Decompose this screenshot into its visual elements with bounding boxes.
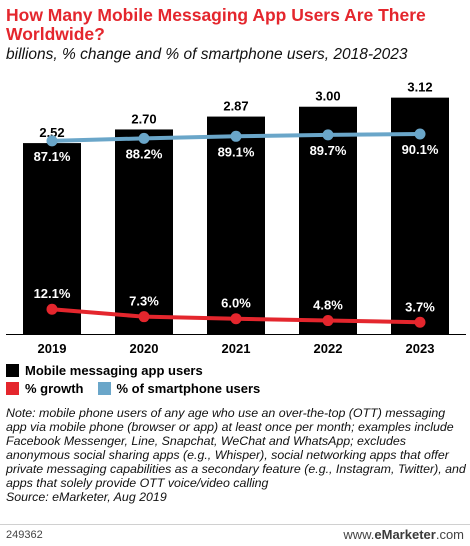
growth-label-2021: 6.0% [221, 296, 251, 311]
smartphone-label-2021: 89.1% [218, 144, 255, 159]
smartphone-point-2022 [322, 129, 334, 141]
chart-plot: 2.52 2.70 2.87 3.00 3.12 2019 2020 2021 2022 2023… [6, 80, 466, 356]
smartphone-point-2021 [230, 130, 242, 142]
footer-divider [0, 524, 470, 525]
legend-swatch-users [6, 363, 19, 377]
smartphone-label-2022: 89.7% [310, 143, 347, 158]
x-tick-label-2022: 2022 [314, 341, 343, 356]
growth-point-2021 [230, 313, 242, 325]
bar-label-2019: 2.52 [39, 125, 64, 140]
bar-2022 [299, 106, 357, 335]
growth-label-2019: 12.1% [34, 286, 71, 301]
x-tick-label-2021: 2021 [222, 341, 251, 356]
smartphone-point-2023 [414, 128, 426, 140]
legend-item-users: Mobile messaging app users [6, 363, 203, 378]
bar-label-2020: 2.70 [131, 111, 156, 126]
chart-title: How Many Mobile Messaging App Users Are … [6, 5, 426, 44]
smartphone-point-2020 [138, 132, 150, 144]
legend-label-users: Mobile messaging app users [25, 362, 203, 378]
legend-swatch-smartphone [97, 381, 111, 395]
legend-swatch-growth [6, 381, 19, 395]
x-tick-label-2019: 2019 [38, 341, 67, 356]
growth-label-2020: 7.3% [129, 294, 159, 309]
x-tick-label-2020: 2020 [130, 341, 159, 356]
brand-name: eMarketer [374, 527, 436, 542]
source-text: Source: eMarketer, Aug 2019 [6, 490, 167, 504]
bar-label-2023: 3.12 [407, 80, 432, 95]
note-text: Note: mobile phone users of any age who … [6, 406, 466, 490]
smartphone-label-2020: 88.2% [126, 146, 163, 161]
growth-label-2023: 3.7% [405, 299, 435, 314]
brand-link[interactable]: www.eMarketer.com [343, 527, 464, 542]
growth-point-2019 [46, 303, 58, 315]
brand-prefix: www. [343, 527, 375, 542]
growth-point-2023 [414, 316, 426, 328]
smartphone-point-2019 [46, 135, 58, 147]
growth-point-2022 [322, 315, 334, 327]
legend-label-smartphone: % of smartphone users [116, 380, 261, 396]
smartphone-label-2019: 87.1% [34, 149, 71, 164]
bar-2020 [115, 129, 173, 334]
bar-label-2022: 3.00 [315, 89, 340, 104]
x-tick-label-2023: 2023 [406, 341, 435, 356]
bar-2019 [23, 143, 81, 334]
legend-item-smartphone: % of smartphone users [97, 380, 261, 396]
smartphone-label-2023: 90.1% [402, 142, 439, 157]
growth-label-2022: 4.8% [313, 298, 343, 313]
chart-subtitle: billions, % change and % of smartphone u… [6, 46, 408, 63]
bar-2021 [207, 116, 265, 334]
bar-label-2021: 2.87 [223, 99, 248, 114]
brand-suffix: .com [435, 527, 464, 542]
legend-label-growth: % growth [25, 380, 84, 396]
growth-point-2020 [138, 311, 150, 323]
chart-note: Note: mobile phone users of any age who … [6, 406, 466, 504]
legend-item-growth: % growth [6, 381, 84, 396]
chart-id: 249362 [6, 529, 43, 541]
